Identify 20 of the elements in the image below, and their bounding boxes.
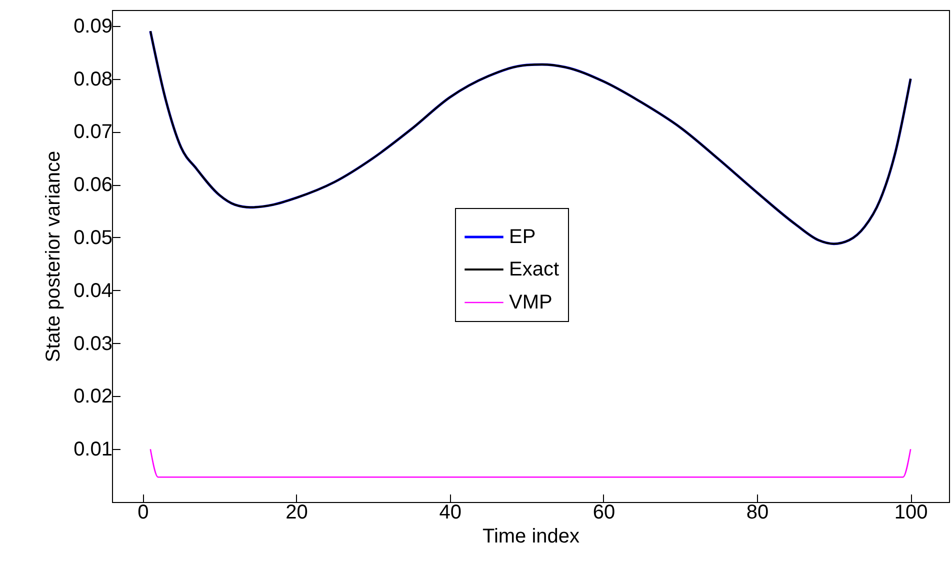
x-tick-label: 60 [592, 502, 616, 524]
x-tick-label: 0 [138, 502, 149, 524]
y-tick-label: 0.07 [74, 121, 112, 144]
y-tick-label: 0.02 [74, 386, 112, 408]
y-tick-label: 0.03 [74, 332, 112, 355]
x-tick-label: 20 [286, 502, 308, 524]
legend-label: Exact [509, 258, 560, 280]
legend-label: EP [509, 226, 536, 248]
y-tick-label: 0.01 [74, 438, 112, 461]
y-tick-label: 0.05 [74, 226, 112, 249]
x-axis-title: Time index [482, 526, 580, 548]
y-axis-title: State posterior variance [42, 150, 65, 362]
x-tick-label: 40 [439, 502, 462, 524]
y-tick-label: 0.06 [74, 174, 112, 196]
y-tick-label: 0.04 [74, 280, 112, 302]
x-tick-label: 80 [746, 502, 769, 524]
y-tick-label: 0.08 [74, 68, 112, 90]
x-tick-label: 100 [894, 502, 928, 524]
y-tick-label: 0.09 [74, 15, 112, 38]
legend-label: VMP [509, 292, 552, 314]
